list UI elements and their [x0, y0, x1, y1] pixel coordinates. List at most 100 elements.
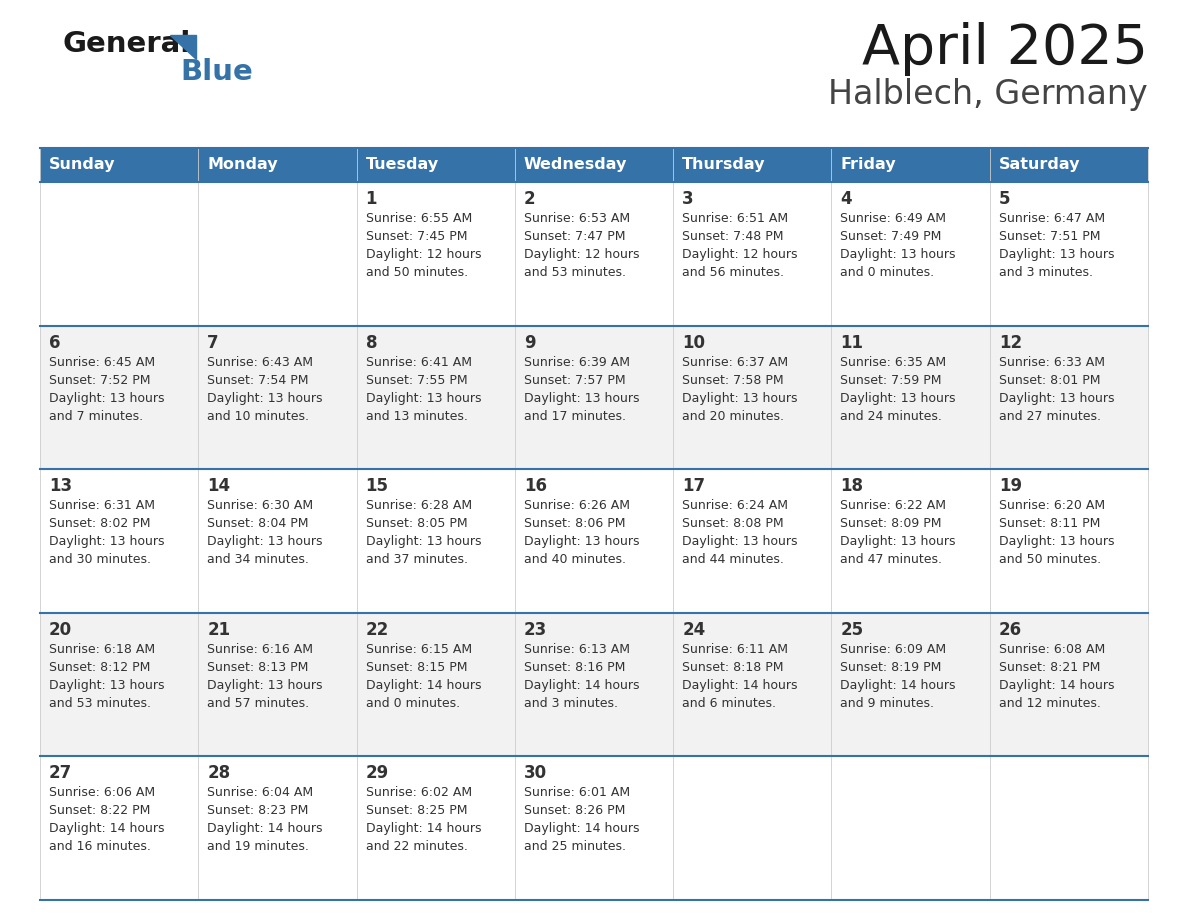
Text: 14: 14: [207, 477, 230, 495]
Text: Sunset: 7:47 PM: Sunset: 7:47 PM: [524, 230, 625, 243]
Text: 13: 13: [49, 477, 72, 495]
Text: Sunrise: 6:53 AM: Sunrise: 6:53 AM: [524, 212, 630, 225]
Text: 10: 10: [682, 333, 706, 352]
Text: 8: 8: [366, 333, 377, 352]
Text: 17: 17: [682, 477, 706, 495]
Text: Friday: Friday: [840, 158, 896, 173]
Text: Sunrise: 6:16 AM: Sunrise: 6:16 AM: [207, 643, 314, 655]
Text: Daylight: 14 hours: Daylight: 14 hours: [524, 678, 639, 692]
Text: Daylight: 14 hours: Daylight: 14 hours: [682, 678, 797, 692]
Text: Sunset: 8:06 PM: Sunset: 8:06 PM: [524, 517, 625, 531]
Text: Daylight: 13 hours: Daylight: 13 hours: [999, 535, 1114, 548]
Text: Sunset: 8:12 PM: Sunset: 8:12 PM: [49, 661, 151, 674]
Text: Sunrise: 6:08 AM: Sunrise: 6:08 AM: [999, 643, 1105, 655]
Text: 30: 30: [524, 765, 546, 782]
Text: Monday: Monday: [207, 158, 278, 173]
Text: Sunset: 8:26 PM: Sunset: 8:26 PM: [524, 804, 625, 817]
Text: Sunrise: 6:30 AM: Sunrise: 6:30 AM: [207, 499, 314, 512]
Text: Sunrise: 6:02 AM: Sunrise: 6:02 AM: [366, 787, 472, 800]
Text: Sunrise: 6:24 AM: Sunrise: 6:24 AM: [682, 499, 788, 512]
Bar: [40, 326, 1148, 469]
Text: Daylight: 14 hours: Daylight: 14 hours: [49, 823, 164, 835]
Text: 9: 9: [524, 333, 536, 352]
Text: Sunset: 7:52 PM: Sunset: 7:52 PM: [49, 374, 151, 386]
Text: Sunset: 8:05 PM: Sunset: 8:05 PM: [366, 517, 467, 531]
Text: and 0 minutes.: and 0 minutes.: [840, 266, 935, 279]
Text: Daylight: 13 hours: Daylight: 13 hours: [682, 535, 797, 548]
Text: Sunset: 8:18 PM: Sunset: 8:18 PM: [682, 661, 784, 674]
Bar: [40, 756, 1148, 900]
Text: Sunrise: 6:15 AM: Sunrise: 6:15 AM: [366, 643, 472, 655]
Text: Daylight: 12 hours: Daylight: 12 hours: [682, 248, 797, 261]
Text: 12: 12: [999, 333, 1022, 352]
Text: Wednesday: Wednesday: [524, 158, 627, 173]
Text: Sunset: 8:02 PM: Sunset: 8:02 PM: [49, 517, 151, 531]
Text: Sunset: 7:55 PM: Sunset: 7:55 PM: [366, 374, 467, 386]
Text: 16: 16: [524, 477, 546, 495]
Text: and 37 minutes.: and 37 minutes.: [366, 554, 468, 566]
Text: Sunset: 7:48 PM: Sunset: 7:48 PM: [682, 230, 784, 243]
Text: and 50 minutes.: and 50 minutes.: [999, 554, 1101, 566]
Polygon shape: [170, 35, 196, 59]
Text: 25: 25: [840, 621, 864, 639]
Bar: [356, 148, 514, 182]
Text: and 3 minutes.: and 3 minutes.: [524, 697, 618, 710]
Bar: [40, 148, 198, 182]
Text: Daylight: 13 hours: Daylight: 13 hours: [49, 392, 164, 405]
Text: 27: 27: [49, 765, 72, 782]
Text: 28: 28: [207, 765, 230, 782]
Text: Halblech, Germany: Halblech, Germany: [828, 78, 1148, 111]
Text: 2: 2: [524, 190, 536, 208]
Text: Sunrise: 6:06 AM: Sunrise: 6:06 AM: [49, 787, 156, 800]
Text: Daylight: 13 hours: Daylight: 13 hours: [49, 535, 164, 548]
Bar: [40, 182, 1148, 326]
Text: and 25 minutes.: and 25 minutes.: [524, 840, 626, 854]
Text: and 44 minutes.: and 44 minutes.: [682, 554, 784, 566]
Text: Sunset: 8:21 PM: Sunset: 8:21 PM: [999, 661, 1100, 674]
Text: 26: 26: [999, 621, 1022, 639]
Text: Sunset: 7:58 PM: Sunset: 7:58 PM: [682, 374, 784, 386]
Text: Sunrise: 6:31 AM: Sunrise: 6:31 AM: [49, 499, 154, 512]
Text: Sunrise: 6:41 AM: Sunrise: 6:41 AM: [366, 355, 472, 369]
Text: and 16 minutes.: and 16 minutes.: [49, 840, 151, 854]
Text: and 22 minutes.: and 22 minutes.: [366, 840, 467, 854]
Text: and 53 minutes.: and 53 minutes.: [49, 697, 151, 710]
Text: Daylight: 13 hours: Daylight: 13 hours: [207, 678, 323, 692]
Text: and 30 minutes.: and 30 minutes.: [49, 554, 151, 566]
Text: 11: 11: [840, 333, 864, 352]
Text: Sunrise: 6:11 AM: Sunrise: 6:11 AM: [682, 643, 788, 655]
Text: Sunrise: 6:18 AM: Sunrise: 6:18 AM: [49, 643, 156, 655]
Text: April 2025: April 2025: [862, 22, 1148, 76]
Text: Sunset: 8:22 PM: Sunset: 8:22 PM: [49, 804, 151, 817]
Text: Sunrise: 6:51 AM: Sunrise: 6:51 AM: [682, 212, 789, 225]
Text: 18: 18: [840, 477, 864, 495]
Text: Sunrise: 6:28 AM: Sunrise: 6:28 AM: [366, 499, 472, 512]
Text: Sunrise: 6:26 AM: Sunrise: 6:26 AM: [524, 499, 630, 512]
Text: Daylight: 14 hours: Daylight: 14 hours: [999, 678, 1114, 692]
Text: 22: 22: [366, 621, 388, 639]
Text: and 7 minutes.: and 7 minutes.: [49, 409, 143, 422]
Text: Daylight: 13 hours: Daylight: 13 hours: [524, 535, 639, 548]
Text: Daylight: 13 hours: Daylight: 13 hours: [999, 392, 1114, 405]
Text: Sunrise: 6:55 AM: Sunrise: 6:55 AM: [366, 212, 472, 225]
Bar: [40, 469, 1148, 613]
Text: Sunset: 7:54 PM: Sunset: 7:54 PM: [207, 374, 309, 386]
Text: and 3 minutes.: and 3 minutes.: [999, 266, 1093, 279]
Text: and 19 minutes.: and 19 minutes.: [207, 840, 309, 854]
Text: Sunrise: 6:49 AM: Sunrise: 6:49 AM: [840, 212, 947, 225]
Text: 5: 5: [999, 190, 1010, 208]
Text: Sunrise: 6:33 AM: Sunrise: 6:33 AM: [999, 355, 1105, 369]
Text: 24: 24: [682, 621, 706, 639]
Text: Daylight: 14 hours: Daylight: 14 hours: [840, 678, 956, 692]
Text: Daylight: 14 hours: Daylight: 14 hours: [524, 823, 639, 835]
Text: Sunset: 8:09 PM: Sunset: 8:09 PM: [840, 517, 942, 531]
Text: Sunrise: 6:45 AM: Sunrise: 6:45 AM: [49, 355, 156, 369]
Text: and 56 minutes.: and 56 minutes.: [682, 266, 784, 279]
Text: Daylight: 13 hours: Daylight: 13 hours: [840, 392, 956, 405]
Text: Daylight: 13 hours: Daylight: 13 hours: [207, 535, 323, 548]
Text: Daylight: 13 hours: Daylight: 13 hours: [999, 248, 1114, 261]
Text: Sunset: 7:49 PM: Sunset: 7:49 PM: [840, 230, 942, 243]
Text: Sunrise: 6:35 AM: Sunrise: 6:35 AM: [840, 355, 947, 369]
Text: Daylight: 13 hours: Daylight: 13 hours: [840, 535, 956, 548]
Text: Daylight: 12 hours: Daylight: 12 hours: [366, 248, 481, 261]
